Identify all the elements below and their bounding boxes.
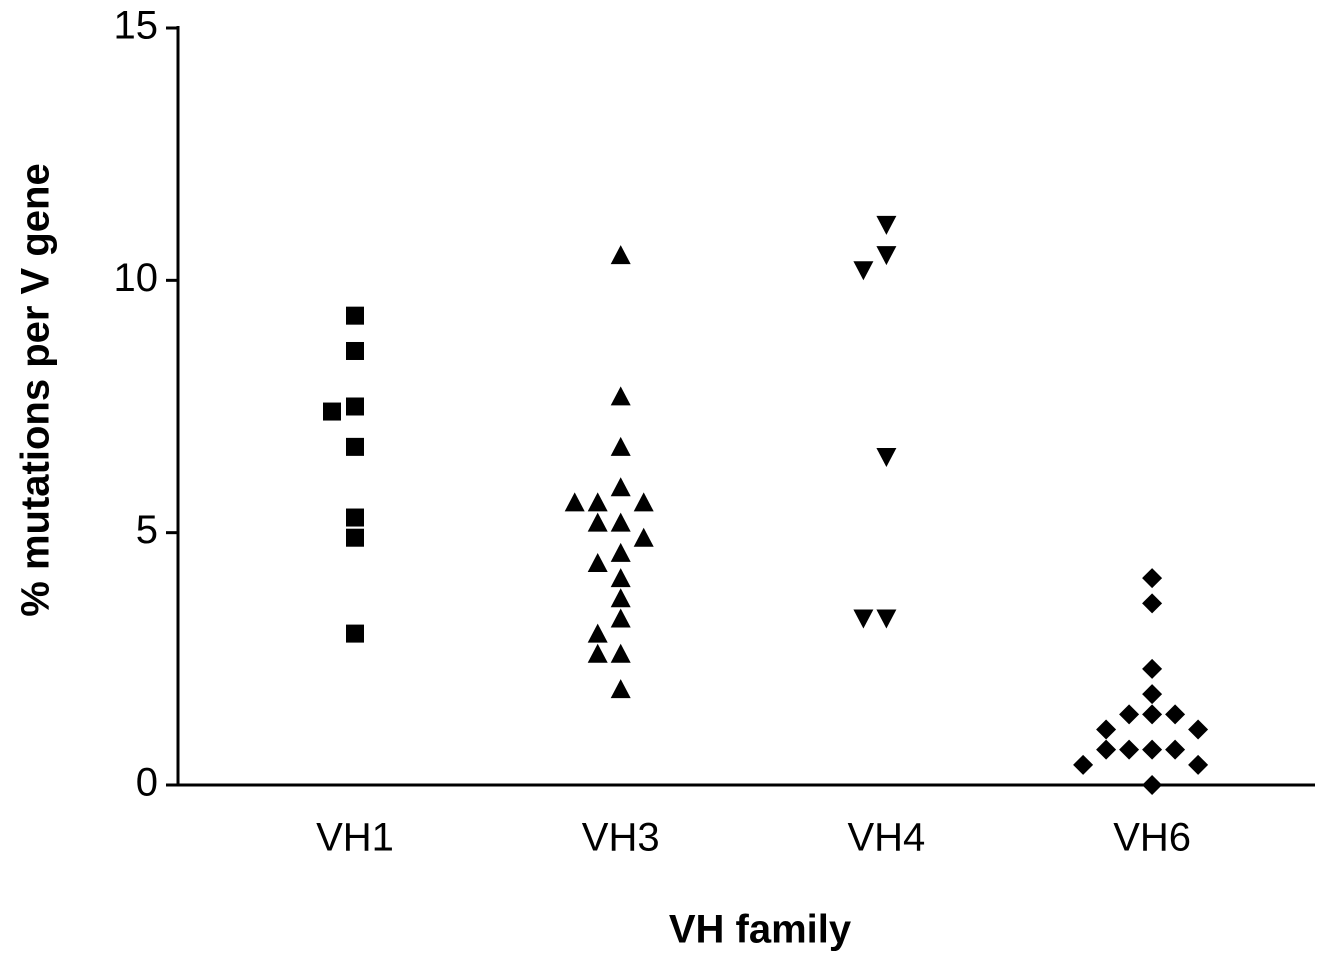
data-point — [587, 492, 608, 512]
data-point — [1096, 739, 1117, 760]
data-point — [1142, 775, 1163, 795]
y-tick-label: 10 — [114, 256, 159, 300]
data-point — [1119, 739, 1140, 760]
data-point — [633, 527, 654, 547]
data-point — [346, 624, 364, 643]
data-point — [346, 508, 364, 527]
data-point — [1165, 739, 1186, 760]
data-point — [1188, 719, 1209, 740]
data-point — [1142, 658, 1163, 679]
data-point — [323, 402, 341, 421]
data-point — [610, 568, 631, 588]
data-point — [1119, 704, 1140, 725]
data-point — [346, 397, 364, 416]
data-point — [610, 386, 631, 406]
data-point — [564, 492, 585, 512]
data-point — [1142, 593, 1163, 614]
data-point — [610, 643, 631, 663]
data-point — [876, 215, 897, 235]
data-point — [1142, 739, 1163, 760]
data-point — [610, 588, 631, 608]
data-point — [610, 436, 631, 456]
x-axis-title: VH family — [669, 908, 852, 952]
data-point — [1073, 754, 1094, 775]
data-point — [610, 245, 631, 265]
data-point — [853, 609, 874, 629]
data-point — [1142, 684, 1163, 705]
data-point — [1165, 704, 1186, 725]
data-point — [587, 512, 608, 532]
data-point — [587, 643, 608, 663]
data-point — [1142, 568, 1163, 589]
data-point — [610, 679, 631, 699]
data-point — [346, 306, 364, 325]
data-point — [610, 542, 631, 562]
data-point — [853, 261, 874, 281]
data-point — [610, 512, 631, 532]
x-tick-label: VH1 — [316, 816, 394, 860]
data-point — [587, 552, 608, 572]
x-tick-label: VH6 — [1113, 816, 1191, 860]
y-tick-label: 0 — [136, 761, 158, 805]
data-point — [633, 492, 654, 512]
data-point — [876, 609, 897, 629]
data-point — [876, 447, 897, 467]
data-point — [1142, 704, 1163, 725]
x-tick-label: VH3 — [582, 816, 660, 860]
data-point — [876, 246, 897, 266]
data-point — [346, 341, 364, 360]
x-tick-label: VH4 — [847, 816, 925, 860]
y-tick-label: 5 — [136, 508, 158, 552]
y-tick-label: 15 — [114, 4, 159, 48]
data-point — [1188, 754, 1209, 775]
data-point — [346, 437, 364, 456]
data-point — [1096, 719, 1117, 740]
y-axis-title: % mutations per V gene — [14, 163, 58, 616]
data-point — [610, 477, 631, 497]
data-point — [346, 528, 364, 547]
data-point — [610, 608, 631, 628]
data-point — [587, 623, 608, 643]
